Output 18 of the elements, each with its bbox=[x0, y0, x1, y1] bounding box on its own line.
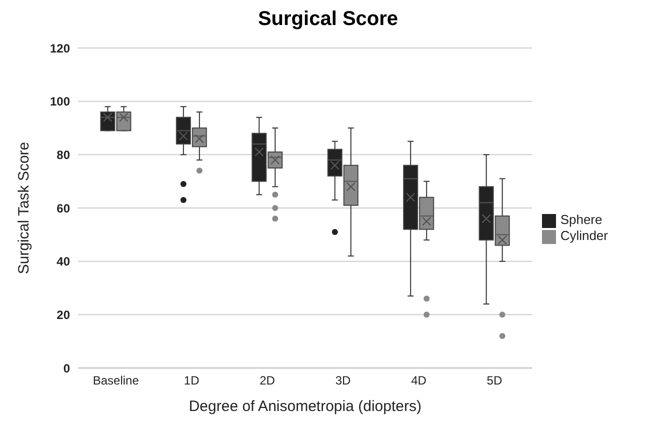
x-tick-label: Baseline bbox=[92, 374, 140, 388]
y-tick-label: 20 bbox=[56, 308, 70, 322]
legend-label: Cylinder bbox=[560, 228, 608, 243]
y-tick-label: 80 bbox=[56, 148, 70, 162]
y-tick-label: 0 bbox=[63, 361, 70, 376]
y-axis-title: Surgical Task Score bbox=[15, 142, 32, 274]
x-tick-label: 5D bbox=[486, 374, 502, 388]
x-tick-label: 1D bbox=[184, 374, 200, 388]
x-tick-label: 4D bbox=[411, 374, 427, 388]
chart-title: Surgical Score bbox=[256, 8, 400, 32]
x-tick-label: 2D bbox=[260, 374, 276, 388]
x-axis-title: Degree of Anisometropia (diopters) bbox=[188, 398, 422, 415]
legend-label: Sphere bbox=[560, 212, 602, 228]
y-tick-label: 100 bbox=[50, 94, 70, 109]
y-tick-label: 60 bbox=[56, 201, 70, 216]
y-tick-label: 120 bbox=[50, 41, 70, 56]
x-tick-label: 3D bbox=[335, 374, 352, 388]
y-tick-label: 40 bbox=[56, 254, 70, 269]
